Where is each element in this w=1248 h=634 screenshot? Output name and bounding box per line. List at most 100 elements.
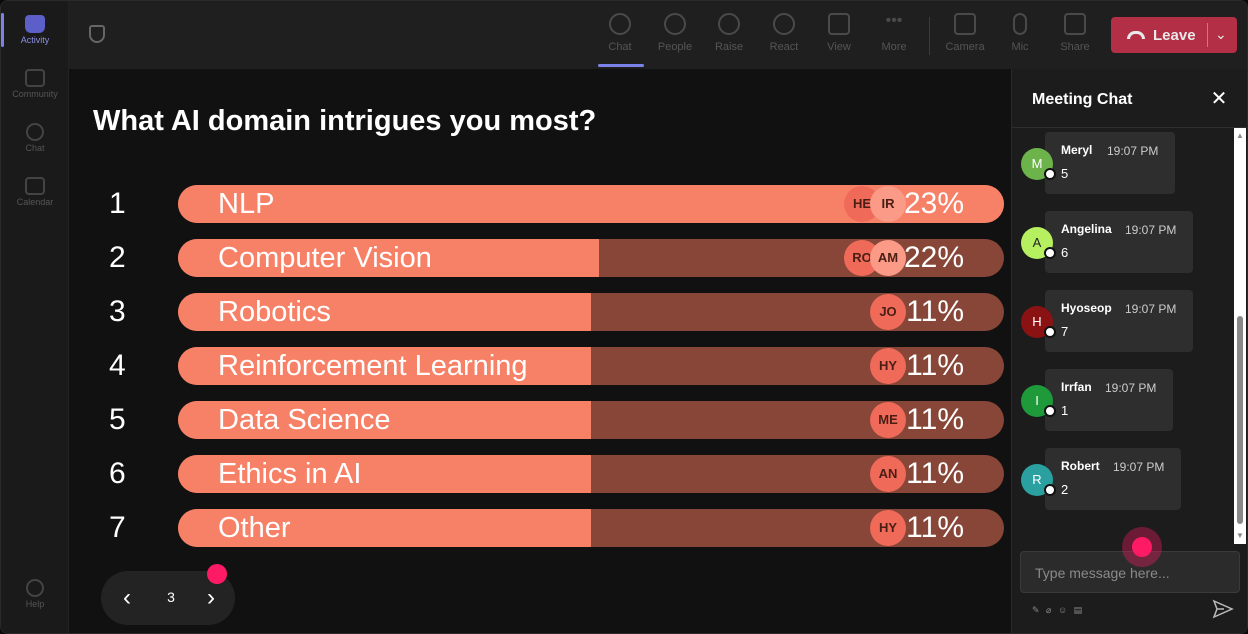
sender-name: Irrfan [1061,380,1092,394]
option-percentage: 11% [906,349,964,382]
calendar-icon [25,177,45,195]
rail-item-community[interactable]: Community [5,61,65,107]
rail-item-chat[interactable]: Chat [5,115,65,161]
chat-title: Meeting Chat [1032,91,1133,108]
toolbar-react-button[interactable]: React [758,11,810,63]
community-icon [25,69,45,87]
rail-item-help[interactable]: Help [5,571,65,617]
presence-status-icon [1044,326,1056,338]
voter-avatar: HY [870,510,906,546]
toolbar-view-button[interactable]: View [813,11,865,63]
option-label: Ethics in AI [218,458,362,490]
option-percentage: 11% [906,457,964,490]
send-icon[interactable] [1212,599,1234,619]
poll-option-row: 3 Robotics JO 11% [69,293,1011,331]
message-bubble: Meryl 19:07 PM 5 [1045,132,1175,194]
toolbar-camera-button[interactable]: Camera [939,11,991,63]
option-label: Reinforcement Learning [218,350,528,382]
toolbar-chat-button[interactable]: Chat [594,11,646,67]
message-text: 1 [1061,403,1069,418]
chevron-down-icon[interactable]: ⌄ [1215,26,1227,42]
message-bubble: Irrfan 19:07 PM 1 [1045,369,1173,431]
chat-input-box[interactable] [1020,551,1240,593]
poll-option-row: 4 Reinforcement Learning HY 11% [69,347,1011,385]
phone-hangup-icon [1127,31,1145,39]
option-percentage: 22% [903,241,964,274]
option-result-bar: NLP HE IR 23% [178,185,1004,223]
message-timestamp: 19:07 PM [1113,460,1165,474]
sender-name: Angelina [1061,222,1112,236]
option-number: 4 [109,349,126,382]
smiley-icon [773,13,795,35]
toolbar-label: More [881,41,907,53]
divider [1012,127,1247,128]
toolbar-mic-button[interactable]: Mic [994,11,1046,63]
scroll-up-icon[interactable]: ▲ [1236,131,1244,140]
chat-message-list[interactable]: Meryl 19:07 PM 5 M Angelina 19:07 PM 6 A Hyoseop… [1012,128,1234,544]
scrollbar-thumb[interactable] [1237,316,1243,524]
toolbar-more-button[interactable]: ••• More [868,11,920,63]
next-page-button[interactable]: › [207,584,215,611]
option-label: Other [218,512,291,544]
toolbar-raise-button[interactable]: Raise [703,11,755,63]
help-icon [26,579,44,597]
chat-message-input[interactable] [1035,564,1225,582]
message-timestamp: 19:07 PM [1107,144,1159,158]
chat-message: Angelina 19:07 PM 6 A [1012,211,1234,275]
grid-icon [828,13,850,35]
option-label: NLP [218,188,275,220]
option-number: 2 [109,241,126,274]
leave-divider [1207,23,1208,47]
chat-icon [609,13,631,35]
format-toolbar-icons[interactable]: ✎ ⌀ ☺ ▤ [1032,605,1085,615]
mic-icon [1013,13,1027,35]
leave-label: Leave [1153,27,1196,44]
presence-status-icon [1044,247,1056,259]
meeting-toolbar: Chat People Raise React View ••• More Ca… [69,1,1247,69]
poll-option-row: 1 NLP HE IR 23% [69,185,1011,223]
toolbar-label: Mic [1011,41,1029,53]
option-percentage: 11% [906,403,964,436]
option-number: 1 [109,187,126,220]
rail-item-label: Community [12,89,58,99]
poll-results-panel: What AI domain intrigues you most? 1 NLP H… [69,69,1011,633]
option-bar-fill [178,293,591,331]
presence-status-icon [1044,484,1056,496]
option-bar-fill [178,455,591,493]
poll-option-row: 5 Data Science ME 11% [69,401,1011,439]
toolbar-label: Camera [945,41,985,53]
leave-button[interactable]: Leave ⌄ [1111,17,1237,53]
rail-item-label: Calendar [16,197,54,207]
rail-item-label: Chat [25,143,45,153]
sender-name: Hyoseop [1061,301,1112,315]
message-bubble: Hyoseop 19:07 PM 7 [1045,290,1193,352]
previous-page-button[interactable]: ‹ [123,584,131,611]
option-number: 6 [109,457,126,490]
sender-name: Meryl [1061,143,1093,157]
option-bar-fill [178,401,591,439]
poll-option-row: 6 Ethics in AI AN 11% [69,455,1011,493]
toolbar-people-button[interactable]: People [649,11,701,63]
message-timestamp: 19:07 PM [1125,223,1177,237]
camera-off-icon [954,13,976,35]
presence-status-icon [1044,405,1056,417]
voter-avatar: JO [870,294,906,330]
left-rail: Activity Community Chat Calendar Help [1,1,69,633]
share-icon [1064,13,1086,35]
poll-option-row: 7 Other HY 11% [69,509,1011,547]
sender-name: Robert [1061,459,1100,473]
option-percentage: 11% [906,511,964,544]
shield-icon [89,25,105,43]
chat-message: Robert 19:07 PM 2 R [1012,448,1234,512]
raise-hand-icon [718,13,740,35]
scroll-down-icon[interactable]: ▼ [1236,531,1244,540]
toolbar-share-button[interactable]: Share [1049,11,1101,63]
option-number: 3 [109,295,126,328]
rail-item-calendar[interactable]: Calendar [5,169,65,215]
message-text: 2 [1061,482,1069,497]
rail-item-label: Help [25,599,45,609]
close-icon[interactable]: ✕ [1210,88,1228,110]
chat-scrollbar[interactable]: ▲ ▼ [1234,128,1246,544]
rail-item-activity[interactable]: Activity [1,7,65,53]
option-result-bar: Ethics in AI AN 11% [178,455,1004,493]
